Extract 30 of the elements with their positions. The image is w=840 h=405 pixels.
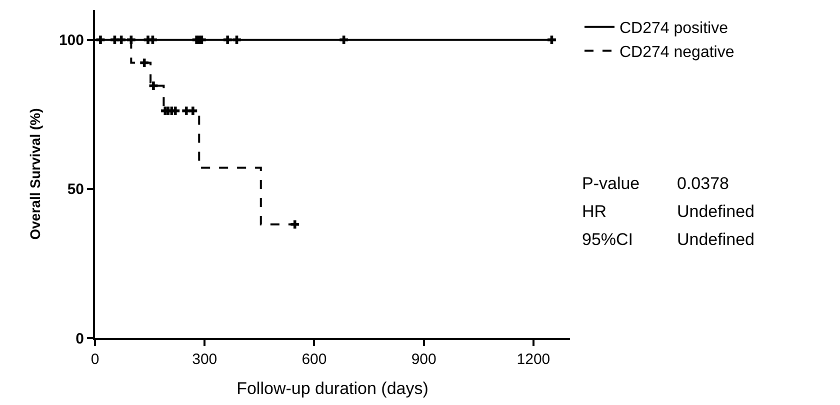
point bbox=[188, 106, 198, 115]
point bbox=[232, 36, 241, 44]
y-tick-label: 50 bbox=[67, 181, 84, 198]
point bbox=[223, 36, 232, 44]
point bbox=[126, 36, 136, 44]
point bbox=[149, 82, 158, 90]
text: Undefined bbox=[677, 202, 755, 221]
text: 0.0378 bbox=[677, 174, 729, 193]
point bbox=[148, 36, 157, 44]
x-axis-title: Follow-up duration (days) bbox=[236, 378, 428, 398]
point bbox=[140, 58, 149, 67]
x-tick-label: 900 bbox=[411, 351, 436, 368]
legend-label: CD274 positive bbox=[620, 20, 728, 38]
point bbox=[117, 36, 126, 44]
point bbox=[548, 36, 556, 44]
text: Undefined bbox=[677, 230, 755, 249]
point bbox=[340, 36, 348, 44]
y-tick-label: 0 bbox=[76, 330, 84, 348]
x-tick-label: 600 bbox=[302, 351, 327, 368]
text: HR bbox=[582, 202, 607, 221]
x-tick-label: 300 bbox=[192, 351, 218, 368]
y-tick-label: 100 bbox=[58, 32, 84, 50]
text: 95%CI bbox=[582, 230, 634, 249]
x-tick-label: 0 bbox=[90, 351, 100, 368]
point bbox=[96, 36, 105, 44]
legend-label: CD274 negative bbox=[620, 44, 734, 61]
y-axis-title: Overall Survival (%) bbox=[27, 108, 44, 240]
point bbox=[290, 220, 300, 229]
x-tick-label: 1200 bbox=[516, 351, 550, 368]
text: P-value bbox=[582, 174, 640, 193]
